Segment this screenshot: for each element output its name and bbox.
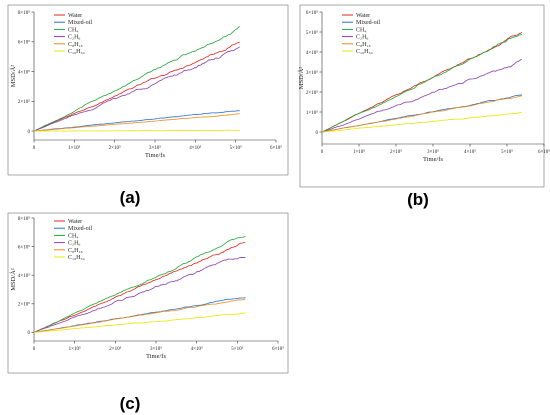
legend-entry-2: CH₄ (68, 27, 78, 33)
x-tick-label: 4×10⁵ (189, 145, 201, 151)
y-tick-label: 0 (28, 130, 31, 135)
legend-entry-0: Water (68, 13, 82, 19)
y-axis-label: MSD/Å² (9, 65, 17, 88)
y-axis-label: MSD/Å² (9, 268, 17, 291)
x-tick-label: 0 (321, 150, 324, 155)
x-tick-label: 2×10⁵ (109, 346, 121, 352)
x-axis-label: Time/fs (423, 156, 443, 163)
legend-entry-4: C₈H₁₈ (356, 42, 371, 48)
y-tick-label: 2×10⁵ (18, 302, 30, 308)
y-tick-label: 6×10⁵ (18, 244, 30, 250)
panel-label: (a) (120, 188, 141, 207)
y-tick-label: 2×10⁵ (306, 90, 318, 96)
panel-label: (b) (407, 190, 429, 209)
legend-entry-3: C₂H₆ (68, 241, 81, 247)
x-tick-label: 5×10⁵ (501, 149, 513, 155)
series-line-3 (33, 46, 240, 132)
legend-entry-0: Water (68, 219, 82, 225)
legend-entry-5: C₁₆H₃₄ (356, 49, 373, 55)
chart-panel-0: 0 2×10⁵ 4×10⁵ 6×10⁵ 8×10⁵ 0 1×10⁵ 2×10⁵ 3×10⁵ 4×1… (7, 4, 289, 176)
y-tick-label: 1×10⁵ (306, 110, 318, 116)
x-tick-label: 3×10⁵ (150, 346, 162, 352)
series-line-5 (33, 312, 246, 333)
legend-entry-1: Mixed-oil (356, 20, 380, 26)
legend-entry-1: Mixed-oil (68, 20, 92, 26)
series-line-0 (33, 241, 246, 333)
y-tick-label: 3×10⁵ (306, 70, 318, 76)
legend-entry-1: Mixed-oil (68, 226, 92, 232)
y-tick-label: 2×10⁵ (18, 99, 30, 105)
legend-entry-5: C₁₆H₃₄ (68, 255, 85, 261)
x-tick-label: 1×10⁵ (69, 346, 81, 352)
series-line-3 (33, 256, 246, 333)
series-line-4 (33, 113, 240, 132)
legend-entry-4: C₈H₁₈ (68, 248, 83, 254)
x-tick-label: 6×10⁵ (538, 149, 550, 155)
x-tick-label: 4×10⁵ (191, 346, 203, 352)
series-line-1 (33, 110, 240, 132)
legend-entry-3: C₂H₆ (356, 35, 369, 41)
panel-frame (299, 4, 545, 188)
x-axis-label: Time/fs (146, 353, 166, 360)
x-axis-label: Time/fs (145, 152, 165, 159)
chart-panel-1: 0 1×10⁵ 2×10⁵ 3×10⁵ 4×10⁵ 5×10⁵ 6×10⁵ 0 1×10⁵ 2×1… (297, 4, 550, 188)
y-tick-label: 4×10⁵ (306, 50, 318, 56)
x-tick-label: 6×10⁵ (270, 145, 282, 151)
panel-frame (7, 212, 289, 374)
series-line-0 (33, 41, 240, 132)
x-tick-label: 2×10⁵ (390, 149, 402, 155)
y-tick-label: 5×10⁵ (306, 30, 318, 36)
legend-entry-5: C₁₆H₃₄ (68, 49, 85, 55)
y-tick-label: 8×10⁵ (18, 216, 30, 222)
series-line-5 (33, 129, 240, 132)
y-tick-label: 4×10⁵ (18, 273, 30, 279)
y-tick-label: 4×10⁵ (18, 69, 30, 75)
y-tick-label: 6×10⁵ (18, 40, 30, 46)
y-tick-label: 0 (316, 131, 319, 136)
y-tick-label: 0 (28, 331, 31, 336)
x-tick-label: 0 (33, 347, 36, 352)
legend-entry-3: C₂H₆ (68, 35, 81, 41)
panel-label: (c) (120, 394, 141, 413)
series-line-2 (33, 25, 240, 132)
series-line-4 (321, 95, 522, 133)
legend-entry-2: CH₄ (356, 27, 366, 33)
series-line-4 (33, 298, 246, 333)
x-tick-label: 5×10⁵ (231, 346, 243, 352)
y-axis-label: MSD/Å² (297, 67, 305, 90)
series-line-5 (321, 112, 522, 133)
series-line-3 (321, 58, 523, 133)
x-tick-label: 1×10⁵ (68, 145, 80, 151)
legend-entry-0: Water (356, 13, 370, 19)
series-line-2 (321, 34, 522, 133)
x-tick-label: 0 (33, 146, 36, 151)
series-line-2 (33, 235, 246, 333)
legend-entry-2: CH₄ (68, 233, 78, 239)
y-tick-label: 8×10⁵ (18, 10, 30, 16)
series-line-0 (321, 31, 523, 133)
x-tick-label: 6×10⁵ (272, 346, 284, 352)
chart-panel-2: 0 2×10⁵ 4×10⁵ 6×10⁵ 8×10⁵ 0 1×10⁵ 2×10⁵ 3×10⁵ 4×1… (7, 212, 289, 374)
legend-entry-4: C₈H₁₈ (68, 42, 83, 48)
x-tick-label: 1×10⁵ (353, 149, 365, 155)
x-tick-label: 2×10⁵ (109, 145, 121, 151)
y-tick-label: 6×10⁵ (306, 10, 318, 16)
panel-frame (7, 4, 289, 176)
x-tick-label: 4×10⁵ (464, 149, 476, 155)
x-tick-label: 3×10⁵ (427, 149, 439, 155)
x-tick-label: 3×10⁵ (149, 145, 161, 151)
x-tick-label: 5×10⁵ (230, 145, 242, 151)
